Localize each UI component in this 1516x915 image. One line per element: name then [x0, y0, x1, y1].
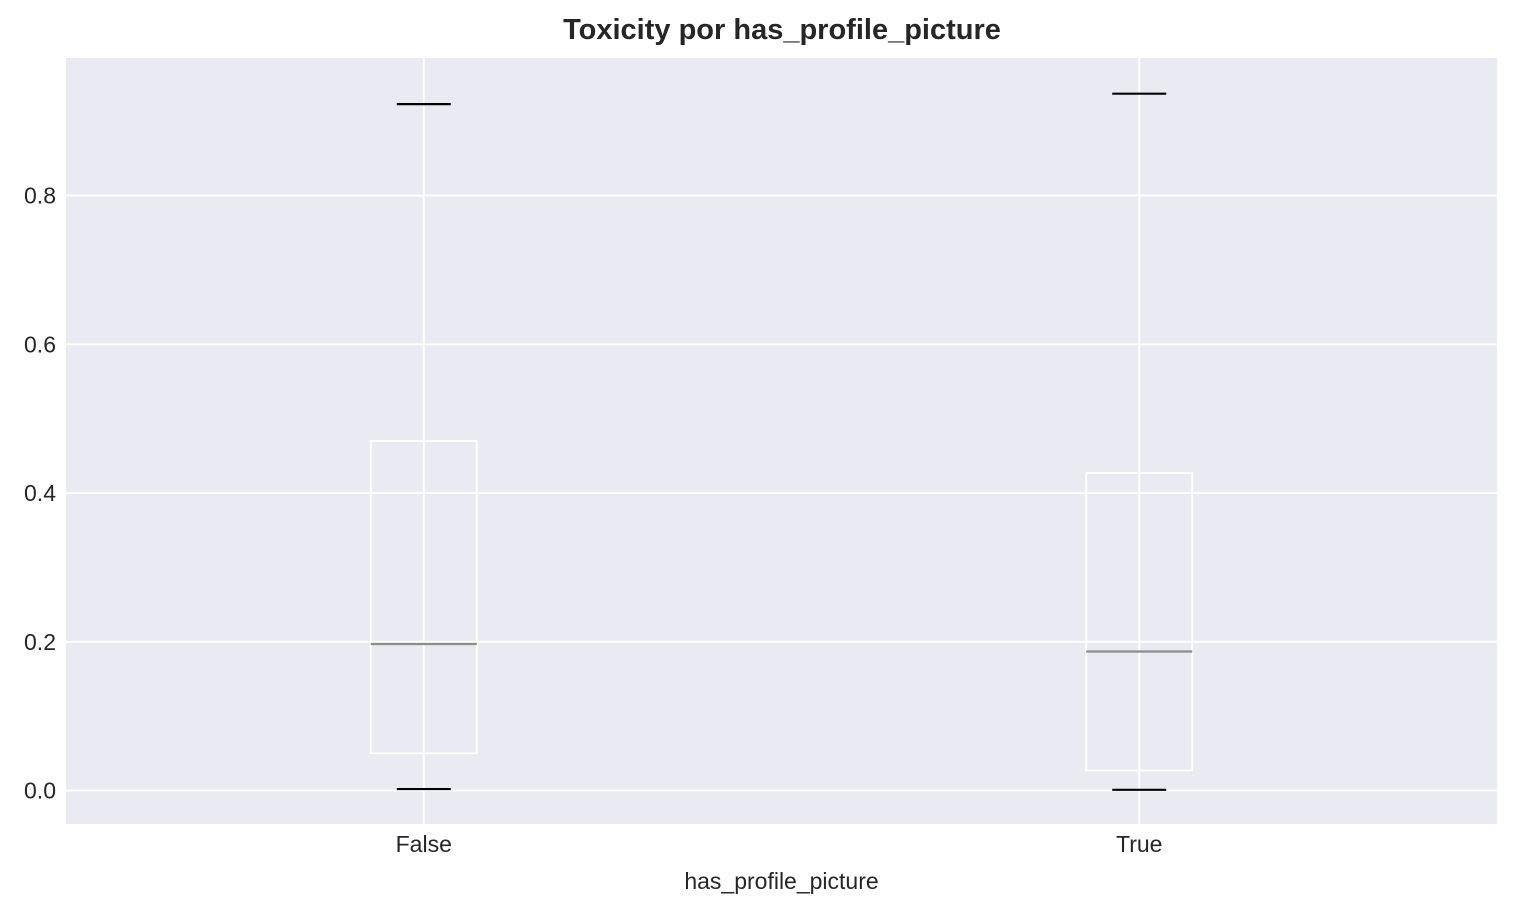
chart-title: Toxicity por has_profile_picture [563, 14, 1001, 46]
iqr-box [369, 440, 478, 755]
y-tick-label: 0.8 [24, 183, 56, 209]
iqr-box [1085, 472, 1194, 772]
x-tick-label: True [1116, 831, 1162, 857]
box-false [369, 103, 478, 791]
x-tick-label: False [396, 831, 452, 857]
plot-background [66, 58, 1497, 824]
y-tick-label: 0.2 [24, 629, 56, 655]
y-tick-label: 0.4 [24, 480, 56, 506]
y-tick-label: 0.0 [24, 778, 56, 804]
y-tick-label: 0.6 [24, 331, 56, 357]
x-tick-labels: False True [396, 831, 1163, 857]
box-true [1085, 92, 1194, 791]
y-tick-labels: 0.0 0.2 0.4 0.6 0.8 [24, 183, 56, 804]
x-axis-label: has_profile_picture [684, 868, 878, 894]
boxes [369, 92, 1194, 791]
